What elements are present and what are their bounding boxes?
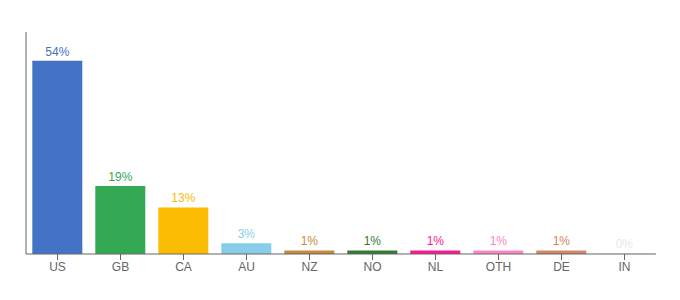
svg-text:NO: NO xyxy=(364,260,382,274)
svg-text:1%: 1% xyxy=(301,234,319,248)
svg-text:DE: DE xyxy=(553,260,570,274)
svg-text:1%: 1% xyxy=(364,234,382,248)
svg-text:1%: 1% xyxy=(553,234,571,248)
svg-text:54%: 54% xyxy=(45,45,69,59)
svg-text:NL: NL xyxy=(428,260,444,274)
svg-text:CA: CA xyxy=(175,260,192,274)
svg-text:13%: 13% xyxy=(171,191,195,205)
svg-text:US: US xyxy=(49,260,66,274)
svg-text:3%: 3% xyxy=(238,227,256,241)
svg-text:1%: 1% xyxy=(427,234,445,248)
svg-text:0%: 0% xyxy=(616,237,634,251)
svg-text:1%: 1% xyxy=(490,234,508,248)
svg-text:IN: IN xyxy=(619,260,631,274)
svg-text:GB: GB xyxy=(112,260,129,274)
svg-text:NZ: NZ xyxy=(302,260,318,274)
svg-text:OTH: OTH xyxy=(486,260,511,274)
svg-text:AU: AU xyxy=(238,260,255,274)
svg-text:19%: 19% xyxy=(108,170,132,184)
